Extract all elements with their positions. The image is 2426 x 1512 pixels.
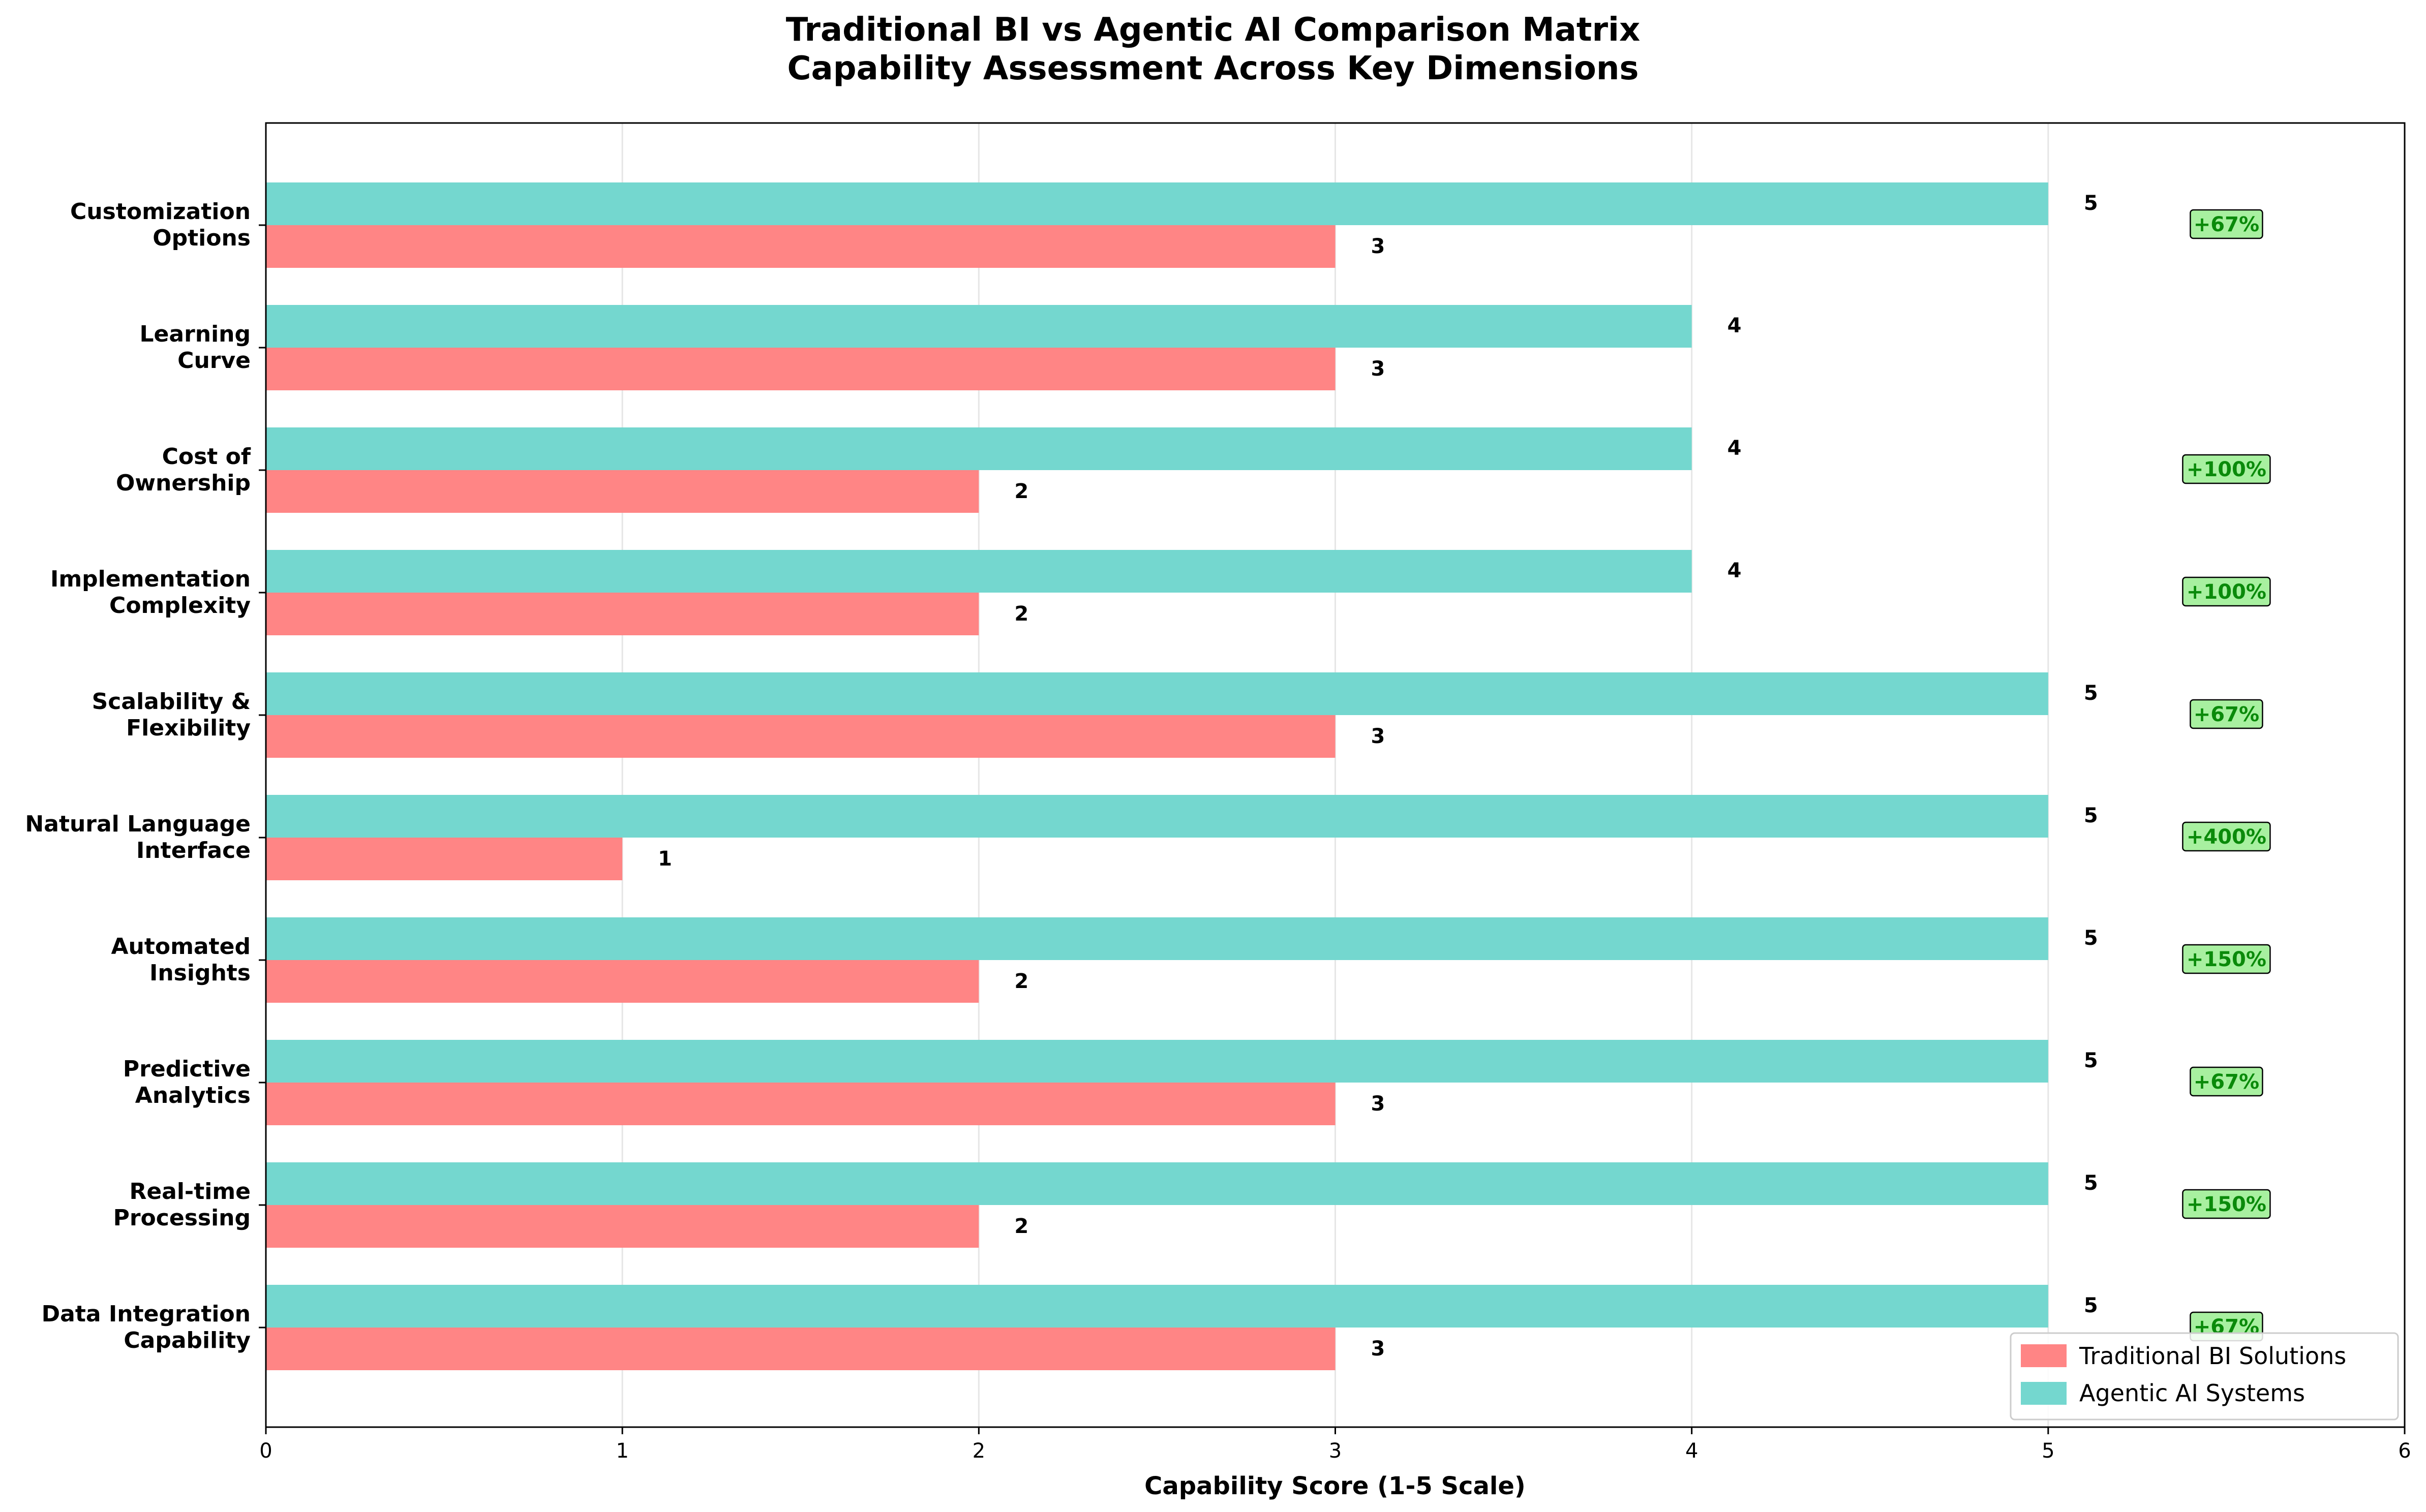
improvement-label: +67%: [2194, 703, 2259, 726]
category-label: Capability: [124, 1328, 251, 1353]
x-tick-label: 2: [973, 1439, 985, 1463]
value-label-agentic: 5: [2084, 804, 2098, 827]
bar-traditional: [266, 348, 1336, 390]
bar-agentic: [266, 305, 1692, 348]
x-axis-label: Capability Score (1-5 Scale): [1144, 1472, 1526, 1500]
value-label-traditional: 3: [1371, 1337, 1385, 1361]
x-tick-label: 6: [2398, 1439, 2411, 1463]
value-label-agentic: 4: [1727, 559, 1742, 582]
bar-traditional: [266, 715, 1336, 758]
bar-agentic: [266, 550, 1692, 593]
category-label: Complexity: [109, 593, 251, 619]
category-label: Insights: [149, 960, 251, 986]
chart-subtitle: Capability Assessment Across Key Dimensi…: [787, 50, 1639, 87]
category-label: Interface: [136, 838, 251, 863]
bar-traditional: [266, 1083, 1336, 1125]
x-tick-label: 1: [616, 1439, 628, 1463]
bar-agentic: [266, 1285, 2048, 1328]
improvement-label: +67%: [2194, 213, 2259, 236]
improvement-label: +67%: [2194, 1070, 2259, 1094]
improvement-label: +400%: [2187, 825, 2266, 849]
x-tick-label: 0: [259, 1439, 272, 1463]
bar-agentic: [266, 672, 2048, 715]
bar-traditional: [266, 470, 979, 513]
category-label: Implementation: [50, 566, 251, 592]
category-label: Customization: [70, 199, 251, 225]
value-label-traditional: 2: [1014, 480, 1028, 503]
bar-agentic: [266, 795, 2048, 838]
improvement-badge: [2182, 1189, 2271, 1219]
improvement-label: +100%: [2187, 580, 2266, 604]
bar-traditional: [266, 225, 1336, 268]
value-label-agentic: 5: [2084, 927, 2098, 950]
value-label-traditional: 2: [1014, 1215, 1028, 1238]
bar-traditional: [266, 960, 979, 1003]
bar-traditional: [266, 1328, 1336, 1370]
legend-label-traditional: Traditional BI Solutions: [2079, 1342, 2346, 1370]
improvement-label: +150%: [2187, 948, 2266, 971]
improvement-badge: [2182, 454, 2271, 484]
improvement-badge: [2182, 576, 2271, 607]
legend-swatch-traditional: [2021, 1344, 2067, 1367]
category-label: Learning: [140, 321, 251, 347]
bars-group: [266, 182, 2048, 1370]
value-label-agentic: 5: [2084, 192, 2098, 215]
value-label-agentic: 5: [2084, 1171, 2098, 1195]
value-label-agentic: 5: [2084, 682, 2098, 705]
value-label-traditional: 1: [658, 847, 672, 871]
improvement-badge: [2182, 944, 2271, 974]
value-label-traditional: 2: [1014, 602, 1028, 626]
x-axis: 0 1 2 3 4 5 6: [259, 1427, 2411, 1463]
improvement-badge: [2190, 1066, 2263, 1097]
category-label: Natural Language: [25, 811, 251, 837]
chart-title: Traditional BI vs Agentic AI Comparison …: [786, 11, 1641, 49]
x-tick-label: 5: [2042, 1439, 2054, 1463]
improvement-label: +150%: [2187, 1193, 2266, 1216]
category-label: Real-time: [129, 1179, 251, 1205]
category-label: Flexibility: [126, 715, 251, 741]
value-label-traditional: 3: [1371, 725, 1385, 748]
bar-agentic: [266, 1040, 2048, 1083]
category-label: Data Integration: [42, 1301, 251, 1327]
category-label: Predictive: [123, 1056, 251, 1082]
labels-group: 5 3 +67% 4 3 4 2 +100% 4 2 +100% 5 3 +67% 5 1 +400% 5 2 +15…: [658, 192, 2271, 1361]
legend: Traditional BI Solutions Agentic AI Syst…: [2010, 1332, 2399, 1421]
improvement-badge: [2182, 821, 2271, 852]
improvement-label: +100%: [2187, 458, 2266, 481]
category-label: Curve: [177, 348, 251, 374]
value-label-agentic: 4: [1727, 437, 1742, 460]
category-label: Automated: [111, 934, 251, 960]
bar-agentic: [266, 427, 1692, 470]
category-label: Scalability &: [92, 689, 251, 715]
category-label: Analytics: [135, 1083, 251, 1108]
value-label-agentic: 5: [2084, 1294, 2098, 1317]
value-label-traditional: 3: [1371, 357, 1385, 381]
improvement-badge: [2190, 699, 2263, 729]
value-label-traditional: 2: [1014, 970, 1028, 993]
legend-label-agentic: Agentic AI Systems: [2079, 1379, 2305, 1407]
legend-box: [2010, 1332, 2399, 1421]
legend-swatch-agentic: [2021, 1382, 2067, 1405]
x-tick-label: 3: [1329, 1439, 1342, 1463]
bar-traditional: [266, 593, 979, 635]
value-label-traditional: 3: [1371, 1092, 1385, 1116]
value-label-traditional: 3: [1371, 235, 1385, 258]
category-label: Cost of: [162, 444, 251, 470]
bar-agentic: [266, 1162, 2048, 1205]
bar-agentic: [266, 917, 2048, 960]
value-label-agentic: 5: [2084, 1049, 2098, 1072]
bar-traditional: [266, 1205, 979, 1248]
category-label: Ownership: [116, 470, 251, 496]
bar-traditional: [266, 838, 623, 880]
bar-agentic: [266, 182, 2048, 225]
x-tick-label: 4: [1685, 1439, 1698, 1463]
improvement-badge: [2190, 209, 2263, 239]
category-label: Processing: [113, 1205, 251, 1231]
value-label-agentic: 4: [1727, 314, 1742, 337]
category-label: Options: [153, 225, 251, 251]
plot-frame: [265, 122, 2406, 1428]
